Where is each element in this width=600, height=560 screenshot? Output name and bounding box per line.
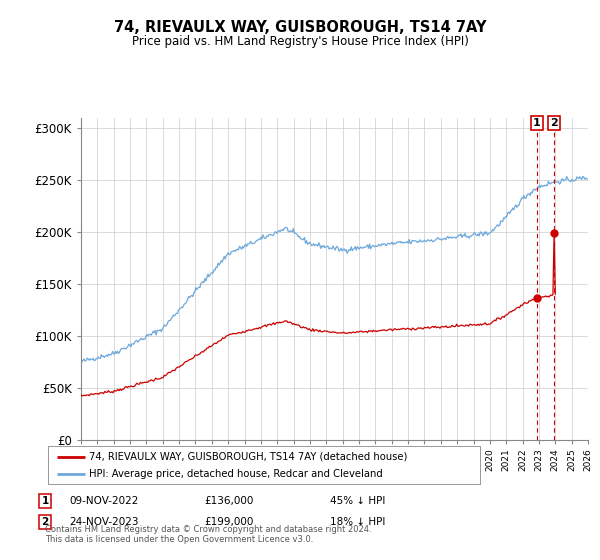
Text: 09-NOV-2022: 09-NOV-2022 [69,496,139,506]
Text: 2: 2 [41,517,49,527]
Text: 45% ↓ HPI: 45% ↓ HPI [330,496,385,506]
Text: HPI: Average price, detached house, Redcar and Cleveland: HPI: Average price, detached house, Redc… [89,469,383,479]
Text: 74, RIEVAULX WAY, GUISBOROUGH, TS14 7AY: 74, RIEVAULX WAY, GUISBOROUGH, TS14 7AY [114,20,486,35]
Text: 1: 1 [41,496,49,506]
Text: Price paid vs. HM Land Registry's House Price Index (HPI): Price paid vs. HM Land Registry's House … [131,35,469,48]
Text: £199,000: £199,000 [204,517,253,527]
Text: 74, RIEVAULX WAY, GUISBOROUGH, TS14 7AY (detached house): 74, RIEVAULX WAY, GUISBOROUGH, TS14 7AY … [89,451,407,461]
Text: £136,000: £136,000 [204,496,253,506]
Text: 2: 2 [550,118,557,128]
Text: Contains HM Land Registry data © Crown copyright and database right 2024.
This d: Contains HM Land Registry data © Crown c… [45,525,371,544]
Text: 1: 1 [533,118,541,128]
Text: 24-NOV-2023: 24-NOV-2023 [69,517,139,527]
Text: 18% ↓ HPI: 18% ↓ HPI [330,517,385,527]
